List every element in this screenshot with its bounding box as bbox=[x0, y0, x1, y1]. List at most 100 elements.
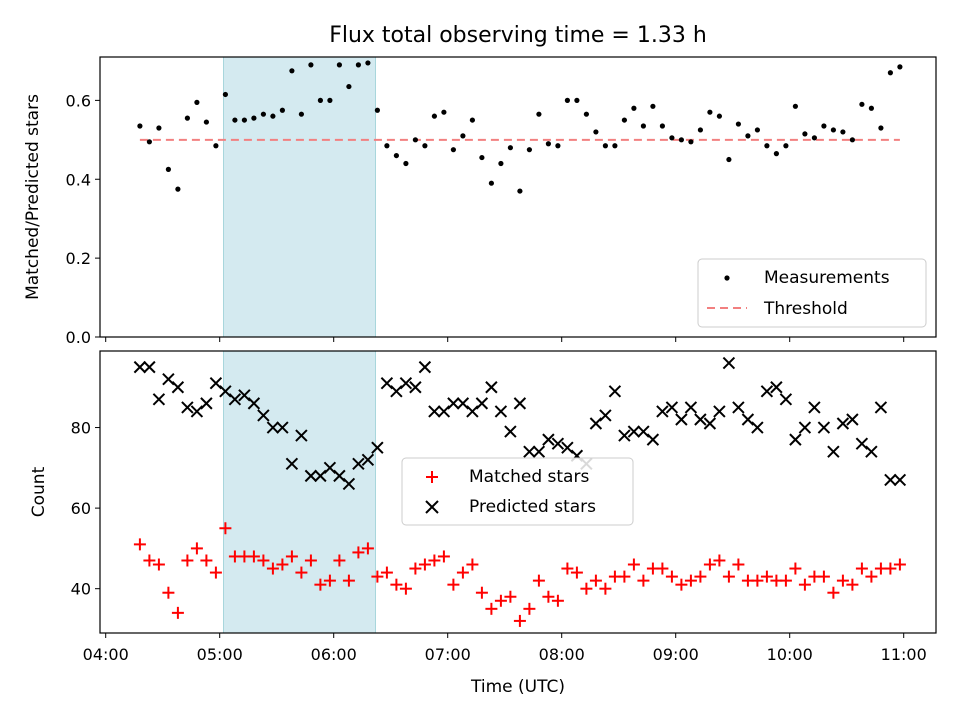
y-tick-label: 80 bbox=[71, 419, 91, 438]
predicted-star-point bbox=[257, 409, 270, 422]
predicted-star-point bbox=[770, 381, 783, 394]
bottom-y-ticks: 40 60 80 bbox=[71, 419, 100, 599]
matched-star-point bbox=[675, 578, 688, 591]
matched-stars-points bbox=[133, 522, 906, 627]
matched-star-point bbox=[513, 614, 526, 627]
measurement-point bbox=[469, 117, 475, 123]
predicted-star-point bbox=[266, 421, 280, 434]
matched-star-point bbox=[371, 570, 384, 583]
predicted-star-point bbox=[884, 473, 897, 487]
predicted-star-point bbox=[219, 385, 232, 398]
predicted-star-point bbox=[447, 397, 460, 410]
predicted-star-point bbox=[171, 381, 185, 394]
predicted-star-point bbox=[893, 473, 907, 487]
predicted-star-point bbox=[608, 385, 622, 398]
x-tick-label: 10:00 bbox=[767, 645, 813, 664]
matched-star-point bbox=[504, 590, 517, 603]
matched-star-point bbox=[466, 558, 479, 571]
predicted-star-point bbox=[285, 457, 299, 471]
measurement-point bbox=[726, 156, 732, 163]
predicted-star-point bbox=[504, 425, 517, 438]
matched-star-point bbox=[789, 562, 802, 575]
predicted-star-point bbox=[874, 401, 888, 414]
matched-star-point bbox=[257, 554, 270, 567]
measurement-point bbox=[602, 143, 609, 149]
measurement-point bbox=[792, 103, 799, 109]
predicted-star-point bbox=[627, 425, 641, 438]
matched-star-point bbox=[219, 522, 232, 535]
measurement-point bbox=[574, 97, 580, 103]
measurement-point bbox=[564, 97, 571, 103]
x-tick-label: 04:00 bbox=[83, 645, 129, 664]
measurement-point bbox=[745, 133, 751, 139]
predicted-star-point bbox=[741, 413, 755, 426]
y-tick-label: 0.4 bbox=[66, 170, 91, 189]
matched-star-point bbox=[523, 602, 536, 615]
predicted-star-point bbox=[703, 417, 717, 430]
measurement-point bbox=[631, 105, 637, 111]
y-tick-label: 40 bbox=[71, 580, 91, 599]
matched-star-point bbox=[884, 562, 897, 575]
measurement-point bbox=[764, 143, 770, 149]
measurement-point bbox=[431, 113, 437, 119]
measurement-point bbox=[887, 70, 894, 76]
predicted-star-point bbox=[827, 445, 840, 458]
matched-star-point bbox=[855, 562, 868, 575]
matched-star-point bbox=[409, 562, 422, 575]
top-panel: 0.0 0.2 0.4 0.6 Matched/Predicted stars Mea… bbox=[23, 56, 937, 347]
measurement-point bbox=[422, 143, 428, 149]
predicted-star-point bbox=[238, 389, 251, 402]
matched-star-point bbox=[399, 582, 412, 595]
measurement-point bbox=[555, 143, 561, 149]
measurement-point bbox=[270, 113, 276, 119]
matched-star-point bbox=[703, 558, 716, 571]
legend-predicted-marker bbox=[425, 500, 439, 514]
measurement-point bbox=[650, 103, 656, 109]
matched-star-point bbox=[171, 606, 184, 619]
matched-star-point bbox=[827, 586, 840, 599]
measurement-point bbox=[403, 160, 409, 167]
measurement-point bbox=[593, 129, 599, 135]
measurement-point bbox=[336, 62, 342, 68]
matched-star-point bbox=[133, 538, 146, 551]
predicted-star-point bbox=[675, 413, 688, 426]
matched-star-point bbox=[361, 542, 374, 555]
measurement-point bbox=[251, 115, 257, 121]
measurement-point bbox=[327, 97, 333, 103]
matched-star-point bbox=[314, 578, 327, 591]
predicted-star-point bbox=[475, 397, 489, 410]
predicted-star-point bbox=[513, 397, 527, 410]
predicted-star-point bbox=[846, 413, 859, 426]
matched-star-point bbox=[418, 558, 431, 571]
matched-star-point bbox=[836, 574, 849, 587]
measurement-point bbox=[754, 127, 761, 133]
measurement-point bbox=[621, 117, 628, 123]
legend-matched-marker bbox=[426, 471, 438, 483]
matched-star-point bbox=[656, 562, 669, 575]
matched-star-point bbox=[494, 594, 507, 607]
predicted-star-point bbox=[466, 405, 479, 418]
predicted-star-point bbox=[722, 356, 736, 370]
x-tick-label: 05:00 bbox=[197, 645, 243, 664]
matched-star-point bbox=[732, 558, 745, 571]
predicted-star-point bbox=[836, 417, 850, 430]
measurement-point bbox=[460, 133, 466, 139]
predicted-star-point bbox=[646, 433, 660, 446]
measurement-point bbox=[365, 60, 371, 66]
legend-threshold-label: Threshold bbox=[763, 299, 848, 319]
measurement-point bbox=[184, 115, 190, 121]
predicted-star-point bbox=[817, 421, 831, 434]
measurement-point bbox=[507, 145, 513, 151]
x-tick-label: 08:00 bbox=[539, 645, 585, 664]
matched-star-point bbox=[637, 574, 650, 587]
top-legend: Measurements Threshold bbox=[697, 258, 927, 328]
measurement-point bbox=[317, 97, 323, 103]
legend-predicted-label: Predicted stars bbox=[469, 497, 596, 517]
bottom-y-axis-label: Count bbox=[29, 466, 49, 517]
predicted-star-point bbox=[276, 421, 289, 434]
y-tick-label: 60 bbox=[71, 499, 91, 518]
matched-star-point bbox=[694, 570, 707, 583]
predicted-star-point bbox=[409, 381, 422, 394]
predicted-star-point bbox=[399, 377, 413, 390]
